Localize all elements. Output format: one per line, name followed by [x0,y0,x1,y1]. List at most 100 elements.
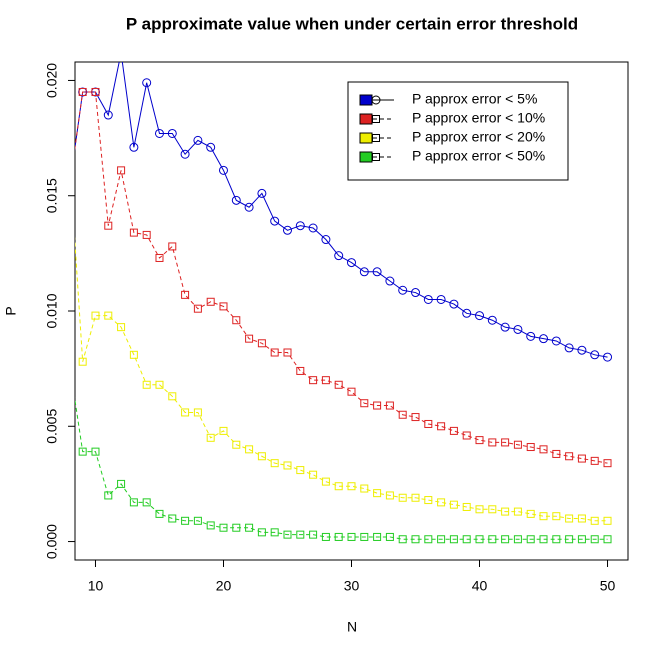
point [193,304,202,313]
point [283,348,292,357]
point [296,530,305,539]
point [449,426,458,435]
point [78,447,87,456]
point [193,516,202,525]
point [155,380,164,389]
point [219,523,228,532]
point [411,288,421,298]
point [321,235,331,245]
point [398,410,407,419]
point [462,535,471,544]
point [564,343,574,353]
legend-swatch [359,132,373,144]
point [487,315,497,325]
point [231,195,241,205]
point [424,535,433,544]
point [424,496,433,505]
point [539,445,548,454]
point [142,230,151,239]
legend-marker [372,115,380,123]
point [270,528,279,537]
point [142,78,152,88]
point [129,142,139,152]
point [91,87,100,96]
point [501,438,510,447]
point [513,535,522,544]
point [180,149,190,159]
point [104,491,113,500]
point [539,334,549,344]
point [552,512,561,521]
point [526,443,535,452]
point [296,366,305,375]
point [168,242,177,251]
point [321,376,330,385]
point [295,221,305,231]
point [539,512,548,521]
point [193,135,203,145]
point [104,311,113,320]
point [129,498,138,507]
point [590,456,599,465]
point [385,532,394,541]
point [373,532,382,541]
point [590,350,600,360]
legend-box [347,81,569,181]
point [257,339,266,348]
series-line [75,91,608,464]
point [308,223,318,233]
point [218,165,228,175]
point [577,345,587,355]
point [552,535,561,544]
point [168,392,177,401]
point [475,436,484,445]
point [257,188,267,198]
y-tick-label: 0.020 [44,63,60,98]
point [232,523,241,532]
point [603,459,612,468]
point [577,514,586,523]
point [539,535,548,544]
point [475,505,484,514]
point [66,363,73,370]
point [129,350,138,359]
point [219,302,228,311]
point [117,479,126,488]
point [334,380,343,389]
point [411,413,420,422]
point [449,535,458,544]
point [244,202,254,212]
point [565,452,574,461]
point [142,498,151,507]
point [347,258,356,268]
point [181,408,190,417]
point [66,162,73,169]
point [385,401,394,410]
x-tick-label: 20 [216,578,232,594]
point [424,419,433,428]
point [385,276,395,286]
point [411,493,420,502]
point [245,334,254,343]
point [347,532,356,541]
legend-swatch [359,94,373,106]
point [104,221,113,230]
point [526,331,536,341]
point [219,426,228,435]
point [232,440,241,449]
point [309,530,318,539]
point [526,509,535,518]
point [309,376,318,385]
point [449,500,458,509]
point [359,267,369,277]
point [347,387,356,396]
point [270,459,279,468]
point [334,251,344,261]
legend-label: P approx error < 5% [412,91,537,107]
point [270,216,280,226]
point [565,514,574,523]
point [129,228,138,237]
point [590,516,599,525]
legend-label: P approx error < 20% [412,129,545,145]
point [78,87,87,96]
